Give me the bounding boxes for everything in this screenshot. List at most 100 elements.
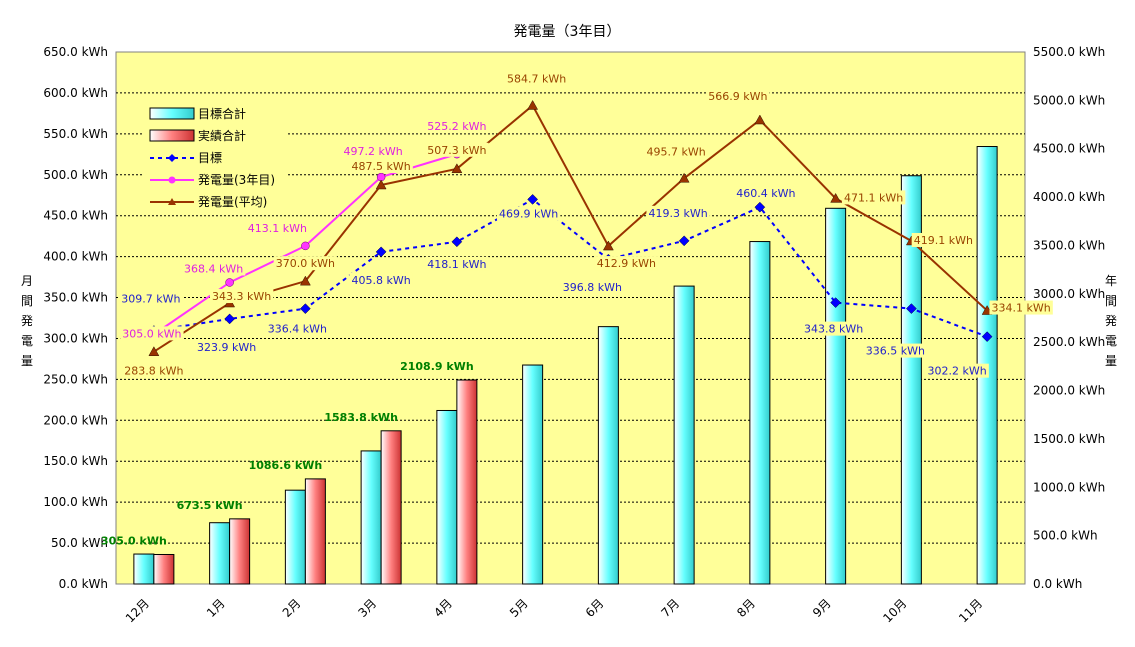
average-point [602, 240, 614, 251]
data-label-bg [209, 289, 274, 304]
y-tick-label: 400.0 kWh [43, 250, 108, 264]
average-label: 412.9 kWh [597, 257, 656, 270]
y2-tick-label: 2500.0 kWh [1033, 335, 1105, 349]
x-tick-label: 10月 [880, 596, 909, 625]
average-label: 487.5 kWh [352, 160, 411, 173]
data-label-bg [925, 363, 989, 378]
y-tick-label: 200.0 kWh [43, 413, 108, 427]
x-tick-label: 4月 [431, 596, 455, 620]
y2-tick-label: 4000.0 kWh [1033, 190, 1105, 204]
target-point [451, 236, 463, 248]
target-total-bar [360, 450, 382, 585]
legend-label: 発電量(平均) [198, 195, 267, 209]
x-tick-label: 7月 [658, 596, 682, 620]
target-label: 396.8 kWh [563, 281, 622, 294]
target-label: 419.3 kWh [649, 207, 708, 220]
target-total-bar [825, 207, 847, 585]
data-label-bg [273, 256, 338, 271]
y2-tick-label: 500.0 kWh [1033, 529, 1098, 543]
year3-label: 305.0 kWh [122, 327, 181, 340]
average-point [754, 114, 766, 125]
legend-swatch [149, 129, 195, 142]
data-label-bg [801, 321, 866, 336]
target-point [678, 235, 690, 247]
year3-label: 368.4 kWh [184, 262, 243, 275]
target-total-bar [597, 326, 619, 585]
y-tick-label: 600.0 kWh [43, 86, 108, 100]
legend-marker [168, 176, 176, 184]
legend-marker [168, 198, 176, 205]
data-label-bg [181, 261, 246, 276]
average-label: 370.0 kWh [276, 257, 335, 270]
data-label-bg [560, 280, 625, 295]
y2-tick-label: 4500.0 kWh [1033, 142, 1105, 156]
data-label-bg [349, 159, 413, 173]
average-label: 566.9 kWh [708, 90, 767, 103]
average-point [299, 275, 311, 286]
target-label: 405.8 kWh [352, 274, 411, 287]
legend-label: 発電量(3年目) [198, 173, 275, 187]
y-tick-label: 500.0 kWh [43, 168, 108, 182]
data-label-bg [841, 190, 906, 205]
average-label: 343.3 kWh [212, 290, 271, 303]
target-total-bar [900, 175, 922, 585]
y-tick-label: 50.0 kWh [51, 536, 108, 550]
target-label: 336.4 kWh [268, 323, 327, 336]
data-label-bg [644, 144, 708, 159]
y2-tick-label: 3500.0 kWh [1033, 238, 1105, 252]
y2-tick-label: 1000.0 kWh [1033, 480, 1105, 494]
data-label-bg [706, 89, 770, 104]
y-tick-label: 550.0 kWh [43, 127, 108, 141]
target-label: 469.9 kWh [499, 207, 558, 220]
data-label-bg [734, 186, 798, 201]
data-label-bg [122, 363, 186, 378]
y-tick-label: 300.0 kWh [43, 331, 108, 345]
actual-total-bar [456, 379, 478, 585]
average-point [830, 192, 842, 203]
data-label-bg [425, 119, 489, 134]
y2-axis-label-char: 電 [1105, 334, 1117, 348]
data-label-bg [119, 291, 183, 306]
data-label-bg [504, 71, 569, 86]
data-label-bg [120, 326, 184, 341]
x-tick-label: 2月 [280, 596, 304, 620]
target-point [830, 297, 841, 308]
legend-label: 目標 [198, 151, 222, 165]
y-tick-label: 450.0 kWh [43, 209, 108, 223]
y-tick-label: 250.0 kWh [43, 372, 108, 386]
x-tick-label: 12月 [123, 596, 152, 625]
y-tick-label: 0.0 kWh [59, 577, 108, 591]
target-label: 418.1 kWh [427, 258, 486, 271]
actual-total-label: 305.0 kWh [101, 534, 167, 547]
target-total-bar [133, 553, 155, 585]
data-label-bg [646, 205, 710, 220]
target-point [981, 331, 993, 343]
average-point [451, 163, 463, 174]
average-point [148, 346, 160, 356]
average-point [678, 172, 690, 183]
average-label: 584.7 kWh [507, 72, 566, 85]
average-point [375, 179, 387, 190]
target-point [527, 194, 538, 205]
data-label-bg [425, 142, 489, 157]
actual-total-label: 673.5 kWh [177, 499, 243, 512]
target-point [375, 246, 387, 258]
y2-axis-label-char: 発 [1105, 314, 1117, 328]
actual-total-bar [229, 518, 251, 585]
actual-total-bar [380, 430, 402, 585]
year3-label: 413.1 kWh [248, 222, 307, 235]
y2-tick-label: 1500.0 kWh [1033, 432, 1105, 446]
data-label-bg [594, 256, 659, 271]
target-label: 309.7 kWh [121, 293, 180, 306]
x-tick-label: 3月 [355, 596, 379, 620]
target-label: 460.4 kWh [736, 187, 795, 200]
actual-total-label: 1086.6 kWh [249, 459, 323, 472]
target-total-bar [436, 409, 458, 585]
y-axis-label-char: 間 [21, 294, 33, 308]
data-label-bg [425, 256, 489, 271]
target-label: 302.2 kWh [928, 365, 987, 378]
target-label: 343.8 kWh [804, 323, 863, 336]
target-point [754, 201, 766, 213]
